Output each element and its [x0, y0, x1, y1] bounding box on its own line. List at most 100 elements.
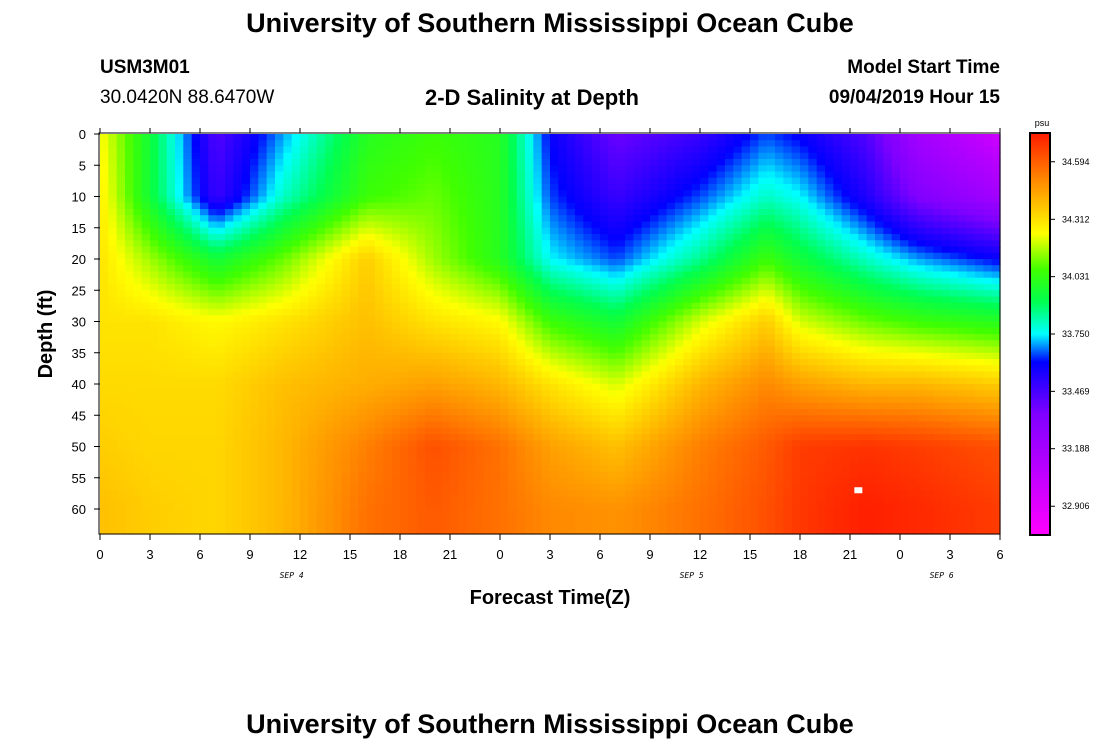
heatmap-cell: [833, 346, 843, 354]
heatmap-cell: [300, 240, 309, 248]
heatmap-cell: [225, 309, 234, 316]
heatmap-cell: [358, 284, 368, 291]
heatmap-cell: [241, 221, 251, 229]
heatmap-cell: [733, 290, 743, 298]
heatmap-cell: [683, 284, 693, 291]
heatmap-cell: [341, 284, 351, 291]
heatmap-cell: [508, 290, 518, 298]
heatmap-cell: [716, 352, 726, 360]
heatmap-cell: [791, 352, 801, 360]
heatmap-cell: [875, 190, 884, 198]
heatmap-cell: [700, 159, 709, 166]
heatmap-cell: [325, 346, 334, 354]
heatmap-cell: [258, 152, 268, 160]
heatmap-cell: [275, 252, 284, 260]
heatmap-cell: [716, 409, 726, 416]
heatmap-cell: [950, 246, 959, 254]
heatmap-cell: [125, 365, 134, 373]
heatmap-cell: [933, 409, 943, 416]
heatmap-cell: [291, 152, 301, 160]
heatmap-cell: [358, 402, 368, 410]
heatmap-cell: [225, 146, 234, 154]
heatmap-cell: [616, 296, 626, 304]
heatmap-cell: [333, 409, 343, 416]
heatmap-cell: [250, 221, 259, 229]
heatmap-cell: [258, 409, 268, 416]
heatmap-cell: [600, 277, 609, 285]
heatmap-cell: [691, 415, 701, 423]
heatmap-cell: [508, 327, 518, 335]
heatmap-cell: [458, 215, 468, 223]
heatmap-cell: [225, 327, 234, 335]
heatmap-cell: [841, 221, 851, 229]
heatmap-cell: [450, 352, 459, 360]
heatmap-cell: [316, 309, 326, 316]
heatmap-cell: [975, 327, 984, 335]
heatmap-cell: [816, 284, 826, 291]
heatmap-cell: [816, 202, 826, 210]
heatmap-cell: [833, 221, 843, 229]
heatmap-cell: [116, 371, 126, 379]
heatmap-cell: [591, 159, 601, 166]
station-coords: 30.0420N 88.6470W: [100, 87, 275, 108]
heatmap-cell: [908, 277, 918, 285]
heatmap-cell: [958, 140, 968, 148]
heatmap-cell: [233, 390, 243, 398]
heatmap-cell: [158, 290, 168, 298]
heatmap-cell: [366, 365, 376, 373]
heatmap-cell: [608, 334, 618, 341]
heatmap-cell: [425, 134, 434, 141]
heatmap-cell: [141, 246, 151, 254]
heatmap-cell: [508, 365, 518, 373]
heatmap-cell: [725, 221, 734, 229]
heatmap-cell: [716, 390, 726, 398]
heatmap-cell: [400, 384, 409, 391]
heatmap-cell: [833, 146, 843, 154]
heatmap-cell: [358, 296, 368, 304]
heatmap-cell: [108, 140, 118, 148]
heatmap-cell: [225, 396, 234, 404]
heatmap-cell: [150, 240, 159, 248]
heatmap-cell: [741, 215, 751, 223]
heatmap-cell: [391, 209, 401, 216]
heatmap-cell: [966, 402, 976, 410]
heatmap-cell: [850, 284, 859, 291]
heatmap-cell: [758, 315, 768, 323]
heatmap-cell: [175, 340, 184, 348]
heatmap-cell: [316, 315, 326, 323]
heatmap-cell: [966, 215, 976, 223]
heatmap-cell: [316, 196, 326, 204]
heatmap-cell: [616, 196, 626, 204]
heatmap-cell: [516, 365, 526, 373]
heatmap-cell: [658, 402, 668, 410]
heatmap-cell: [641, 190, 651, 198]
heatmap-cell: [150, 421, 159, 429]
heatmap-cell: [175, 140, 184, 148]
heatmap-cell: [541, 146, 551, 154]
heatmap-cell: [933, 221, 943, 229]
heatmap-cell: [258, 384, 268, 391]
heatmap-cell: [166, 159, 176, 166]
heatmap-cell: [633, 321, 643, 329]
heatmap-cell: [283, 302, 293, 310]
heatmap-cell: [666, 365, 676, 373]
heatmap-cell: [283, 384, 293, 391]
heatmap-cell: [275, 321, 284, 329]
heatmap-cell: [725, 252, 734, 260]
heatmap-cell: [883, 177, 893, 185]
heatmap-cell: [333, 284, 343, 291]
heatmap-cell: [858, 234, 868, 241]
heatmap-cell: [158, 384, 168, 391]
heatmap-cell: [675, 409, 684, 416]
heatmap-cell: [366, 190, 376, 198]
heatmap-cell: [250, 171, 259, 179]
heatmap-cell: [650, 177, 659, 185]
heatmap-cell: [908, 146, 918, 154]
heatmap-cell: [183, 390, 193, 398]
heatmap-cell: [391, 146, 401, 154]
heatmap-cell: [425, 346, 434, 354]
heatmap-cell: [316, 240, 326, 248]
heatmap-cell: [725, 196, 734, 204]
heatmap-cell: [516, 221, 526, 229]
heatmap-cell: [333, 140, 343, 148]
